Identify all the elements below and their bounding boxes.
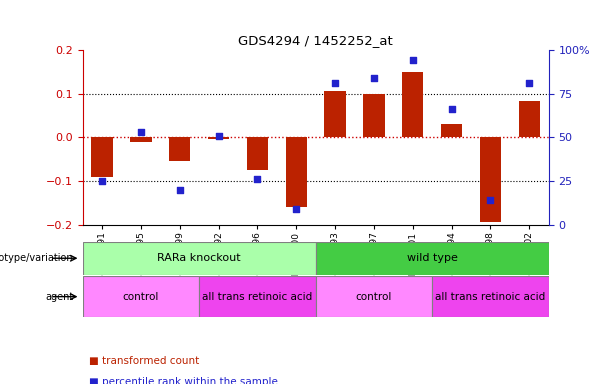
- Text: wild type: wild type: [407, 253, 457, 263]
- Text: ■ percentile rank within the sample: ■ percentile rank within the sample: [89, 377, 278, 384]
- Point: [524, 80, 534, 86]
- Bar: [83, 242, 316, 275]
- Text: control: control: [123, 291, 159, 302]
- Point: [369, 75, 379, 81]
- Text: genotype/variation: genotype/variation: [0, 253, 74, 263]
- Bar: [286, 137, 307, 207]
- Point: [408, 57, 417, 63]
- Point: [447, 106, 457, 113]
- Point: [97, 178, 107, 184]
- Point: [253, 176, 262, 182]
- Text: agent: agent: [45, 291, 74, 302]
- Bar: [91, 137, 113, 177]
- Text: all trans retinoic acid: all trans retinoic acid: [202, 291, 313, 302]
- Point: [175, 187, 185, 193]
- Text: control: control: [356, 291, 392, 302]
- Point: [136, 129, 146, 135]
- Point: [485, 197, 495, 203]
- Bar: [247, 137, 268, 170]
- Bar: [208, 137, 229, 139]
- Point: [214, 132, 224, 139]
- Point: [330, 80, 340, 86]
- Bar: [519, 101, 540, 137]
- Title: GDS4294 / 1452252_at: GDS4294 / 1452252_at: [238, 34, 393, 47]
- Bar: [364, 94, 384, 137]
- Bar: [131, 137, 151, 142]
- Bar: [480, 137, 501, 222]
- Bar: [83, 276, 199, 317]
- Bar: [432, 276, 549, 317]
- Bar: [316, 242, 549, 275]
- Bar: [169, 137, 191, 161]
- Bar: [199, 276, 316, 317]
- Bar: [324, 91, 346, 137]
- Point: [291, 206, 301, 212]
- Text: RARa knockout: RARa knockout: [158, 253, 241, 263]
- Text: all trans retinoic acid: all trans retinoic acid: [435, 291, 546, 302]
- Bar: [316, 276, 432, 317]
- Text: ■ transformed count: ■ transformed count: [89, 356, 199, 366]
- Bar: [441, 124, 462, 137]
- Bar: [402, 72, 424, 137]
